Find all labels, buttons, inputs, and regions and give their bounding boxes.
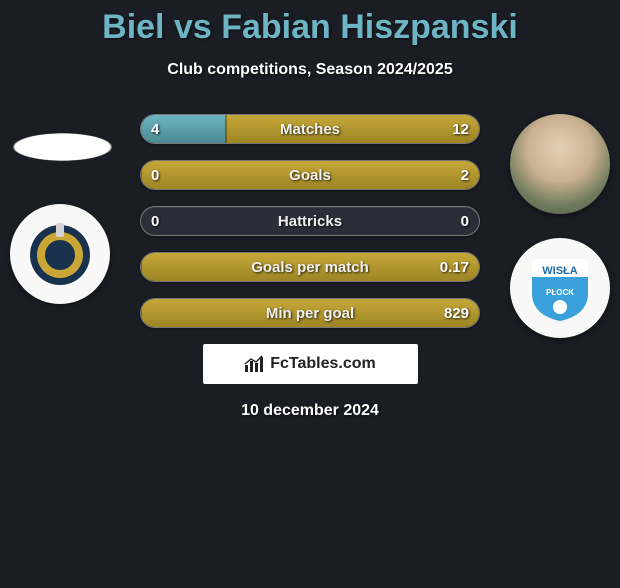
stats-list: 4 Matches 12 0 Goals 2 0 Hattricks 0 Goa… <box>140 114 480 328</box>
stat-value-right: 2 <box>461 161 469 190</box>
stat-label: Matches <box>141 115 479 144</box>
stat-row-matches: 4 Matches 12 <box>140 114 480 144</box>
player-left-club-badge <box>10 204 110 304</box>
stat-label: Min per goal <box>141 299 479 328</box>
stat-row-hattricks: 0 Hattricks 0 <box>140 206 480 236</box>
page-title: Biel vs Fabian Hiszpanski <box>0 8 620 47</box>
date-text: 10 december 2024 <box>0 402 620 420</box>
subtitle: Club competitions, Season 2024/2025 <box>0 61 620 79</box>
player-left-photo-placeholder <box>10 132 115 162</box>
player-left-column <box>10 114 115 304</box>
stat-row-goals: 0 Goals 2 <box>140 160 480 190</box>
player-right-club-badge: WISŁA PŁOCK <box>510 238 610 338</box>
stat-value-right: 12 <box>452 115 469 144</box>
player-right-column: WISŁA PŁOCK <box>510 114 610 338</box>
stat-value-right: 0.17 <box>440 253 469 282</box>
stat-row-min-per-goal: Min per goal 829 <box>140 298 480 328</box>
club-badge-right-icon: WISŁA PŁOCK <box>528 253 592 323</box>
stat-value-right: 829 <box>444 299 469 328</box>
svg-text:WISŁA: WISŁA <box>542 265 577 277</box>
bar-chart-icon <box>244 355 266 373</box>
stat-row-goals-per-match: Goals per match 0.17 <box>140 252 480 282</box>
club-badge-left-icon <box>25 219 95 289</box>
stat-label: Goals <box>141 161 479 190</box>
attribution-box: FcTables.com <box>203 344 418 384</box>
attribution-text: FcTables.com <box>270 355 376 373</box>
comparison-content: WISŁA PŁOCK 4 Matches 12 0 Goals 2 0 Hat… <box>0 114 620 420</box>
stat-label: Goals per match <box>141 253 479 282</box>
player-right-photo <box>510 114 610 214</box>
svg-text:PŁOCK: PŁOCK <box>546 288 574 297</box>
stat-value-right: 0 <box>461 207 469 236</box>
stat-label: Hattricks <box>141 207 479 236</box>
